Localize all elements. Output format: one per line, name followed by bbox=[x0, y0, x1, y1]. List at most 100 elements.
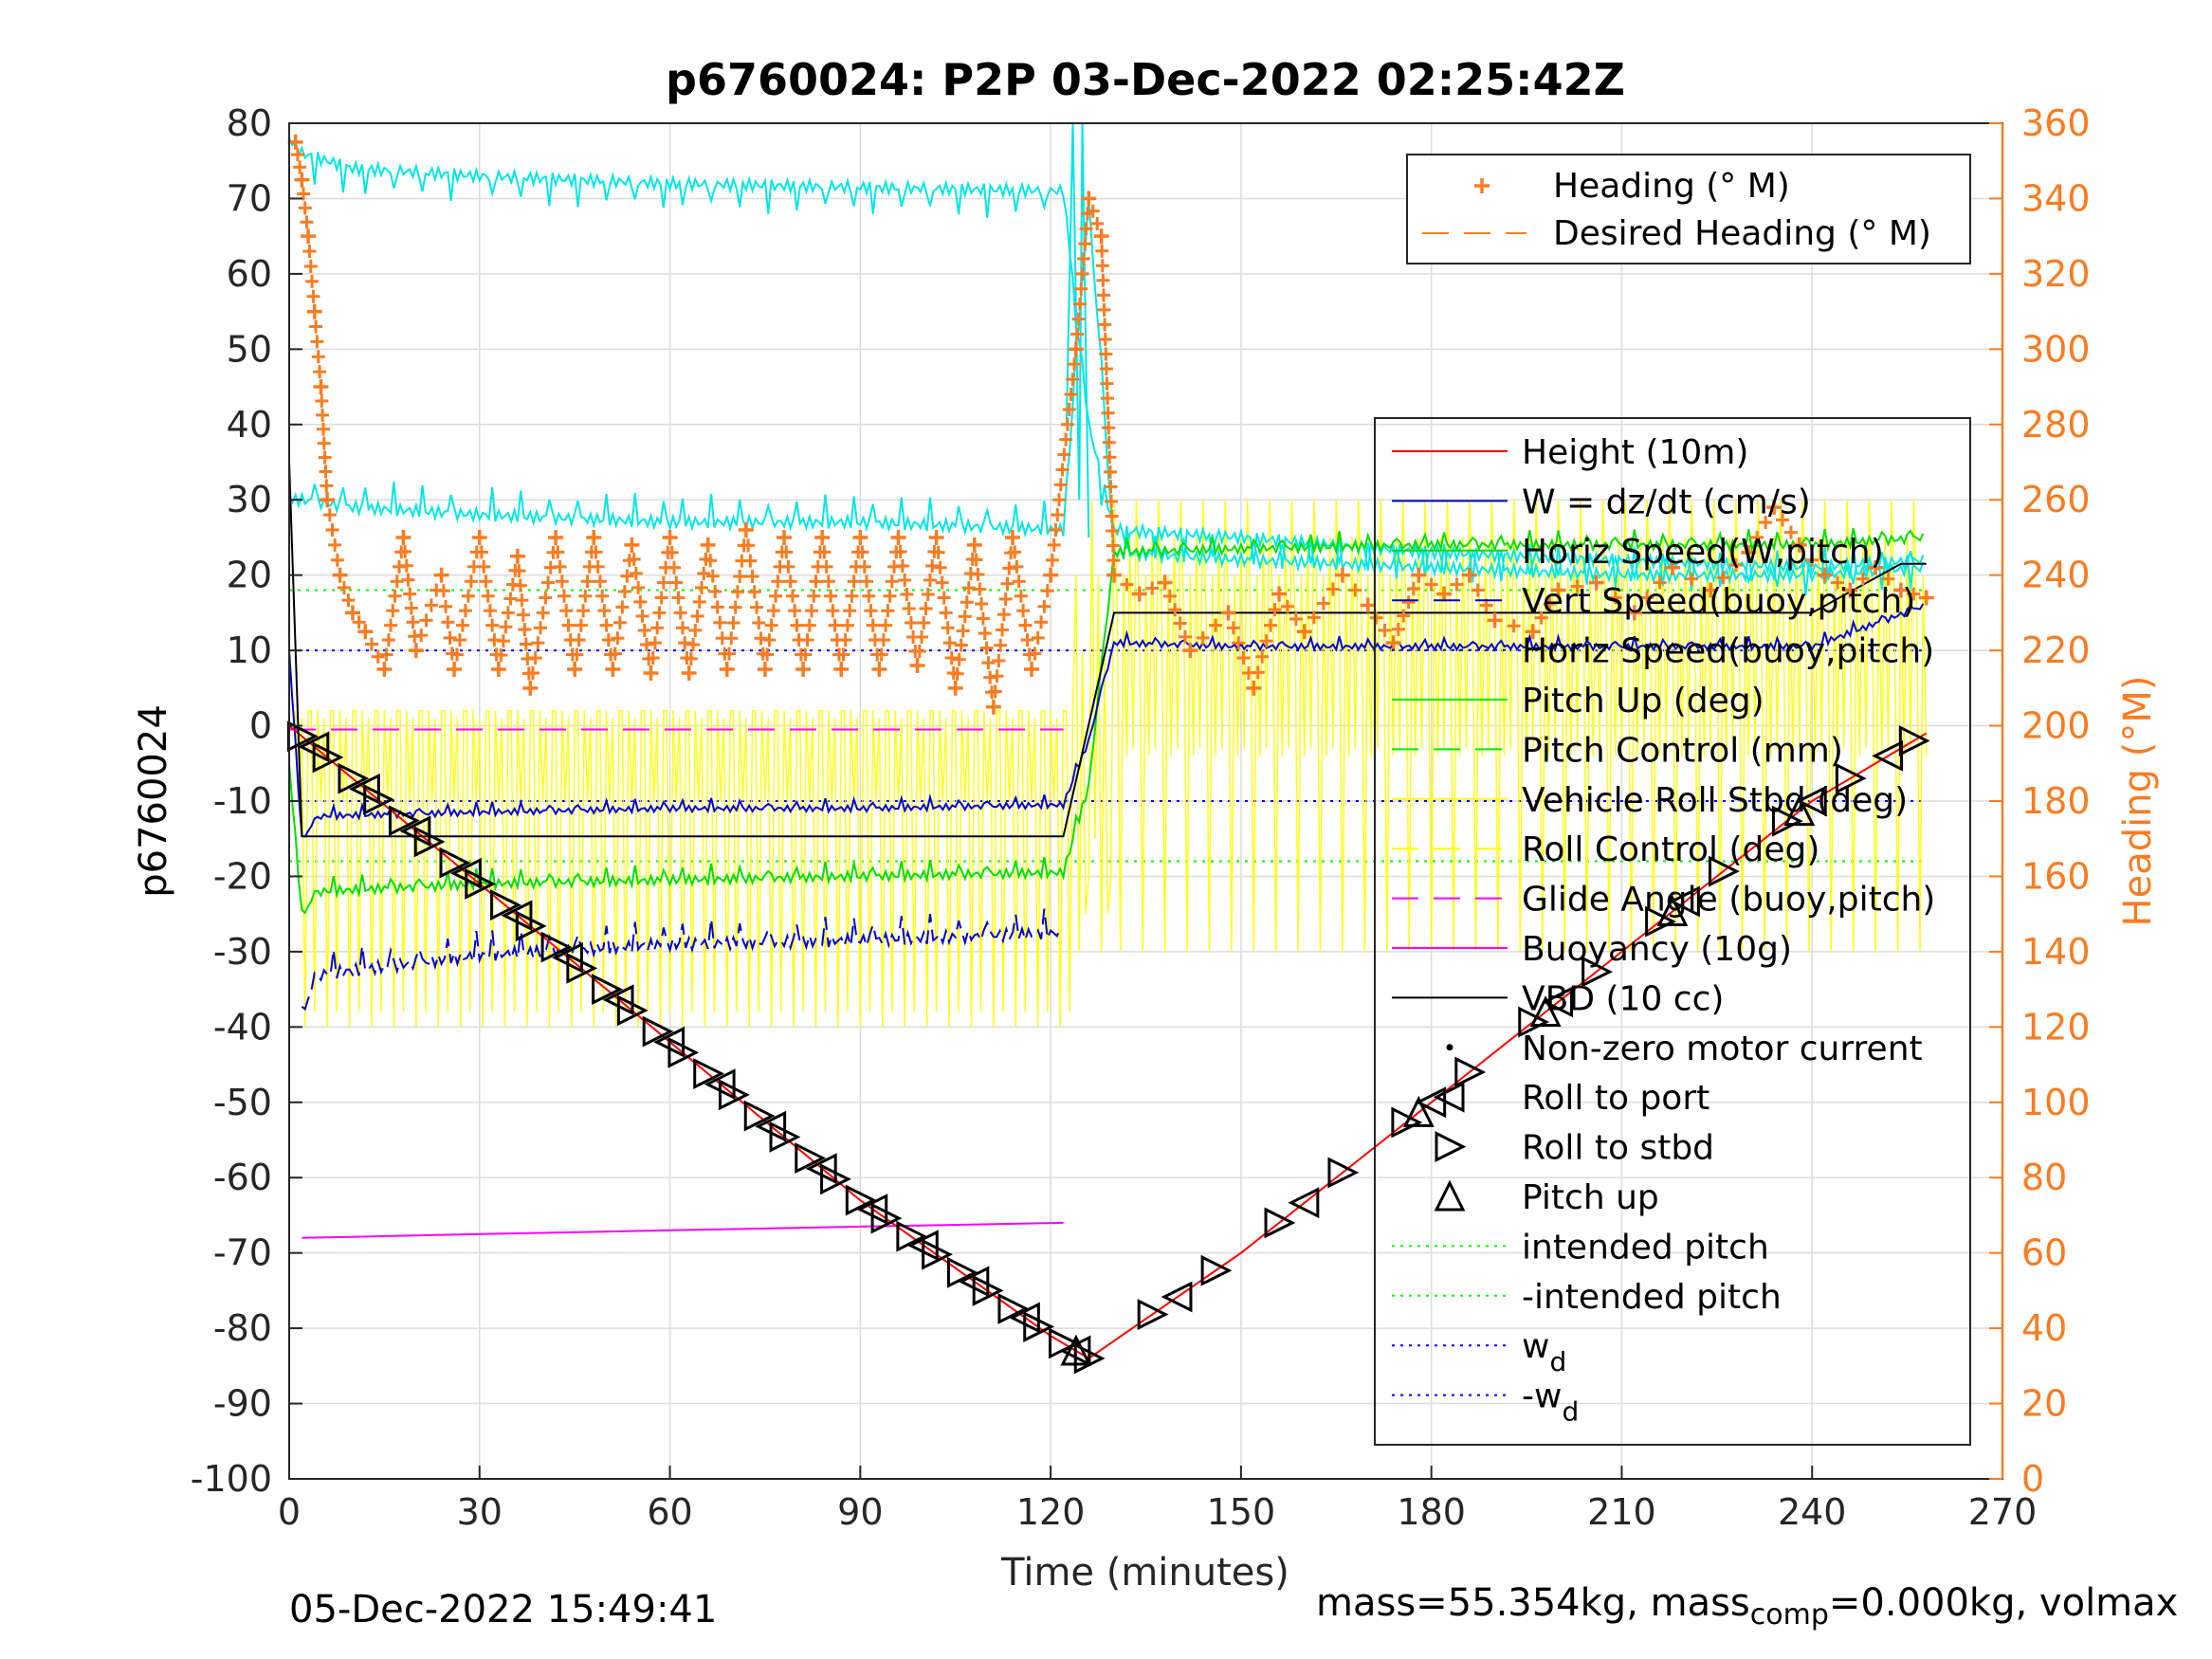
heading-point bbox=[802, 618, 816, 632]
heading-point bbox=[1259, 634, 1273, 648]
heading-point bbox=[941, 621, 955, 635]
heading-point bbox=[1053, 478, 1068, 492]
heading-point bbox=[338, 580, 352, 594]
heading-point bbox=[555, 574, 569, 589]
heading-point bbox=[1296, 624, 1312, 640]
series-vbd bbox=[288, 462, 1927, 838]
heading-point bbox=[1106, 538, 1120, 553]
y2-tick-label: 280 bbox=[2021, 404, 2091, 446]
heading-point bbox=[733, 569, 747, 583]
heading-point bbox=[956, 624, 970, 638]
heading-point bbox=[1653, 575, 1667, 590]
heading-point bbox=[909, 658, 925, 673]
heading-point bbox=[809, 574, 823, 589]
x-tick-label: 270 bbox=[1968, 1491, 2038, 1533]
heading-point bbox=[1842, 582, 1858, 598]
marker-roll-stbd bbox=[1518, 1006, 1550, 1038]
marker-roll-stbd bbox=[490, 889, 521, 921]
marker-roll-port bbox=[1872, 739, 1904, 772]
heading-point bbox=[513, 578, 527, 592]
heading-point bbox=[728, 600, 742, 614]
heading-point bbox=[403, 587, 417, 601]
heading-point bbox=[1102, 435, 1116, 449]
heading-point bbox=[925, 558, 940, 573]
heading-point bbox=[747, 585, 761, 599]
heading-point bbox=[969, 553, 983, 567]
y2-tick-label: 320 bbox=[2021, 253, 2091, 295]
heading-point bbox=[935, 575, 949, 590]
marker-roll-stbd bbox=[439, 847, 471, 879]
footer-mass: mass=55.354kg, masscomp=0.000kg, volmax bbox=[1316, 1581, 2178, 1632]
heading-point bbox=[1570, 579, 1584, 593]
heading-point bbox=[539, 591, 553, 605]
heading-point bbox=[293, 160, 307, 174]
heading-point bbox=[904, 615, 918, 629]
marker-roll-port bbox=[958, 1266, 990, 1298]
heading-point bbox=[1064, 388, 1078, 401]
y-tick-label: 40 bbox=[227, 404, 272, 446]
heading-point bbox=[950, 666, 964, 681]
marker-pitch-up bbox=[1060, 1334, 1092, 1366]
legend-label: intended pitch bbox=[1522, 1228, 1769, 1267]
x-tick-label: 30 bbox=[457, 1491, 503, 1533]
heading-point bbox=[1049, 523, 1063, 537]
x-tick-label: 0 bbox=[278, 1491, 301, 1533]
heading-point bbox=[586, 529, 602, 545]
heading-point bbox=[1226, 621, 1240, 635]
heading-point bbox=[750, 600, 764, 614]
series-vehicle-roll bbox=[294, 500, 1928, 1028]
heading-point bbox=[528, 651, 542, 665]
y2-tick-label: 0 bbox=[2021, 1458, 2044, 1500]
heading-point bbox=[399, 558, 413, 573]
heading-point bbox=[1037, 599, 1051, 613]
heading-point bbox=[923, 573, 937, 587]
marker-roll-stbd bbox=[1898, 725, 1930, 757]
marker-roll-port bbox=[906, 1230, 939, 1262]
heading-point bbox=[939, 606, 953, 620]
heading-point bbox=[931, 545, 945, 559]
heading-point bbox=[890, 529, 906, 545]
heading-point bbox=[439, 599, 453, 613]
heading-point bbox=[1012, 574, 1026, 589]
heading-point bbox=[1783, 525, 1798, 539]
marker-roll-port bbox=[1161, 1281, 1193, 1313]
y-tick-label: -100 bbox=[191, 1458, 272, 1500]
heading-point bbox=[1471, 583, 1485, 597]
y-tick-label: -80 bbox=[213, 1307, 272, 1349]
marker-roll-port bbox=[1542, 986, 1574, 1018]
heading-point bbox=[860, 574, 874, 589]
marker-roll-port bbox=[704, 1068, 736, 1101]
heading-point bbox=[309, 319, 323, 334]
heading-point bbox=[1817, 567, 1833, 583]
heading-point bbox=[960, 595, 974, 610]
heading-point bbox=[695, 580, 709, 594]
heading-point bbox=[499, 620, 513, 634]
marker-roll-stbd bbox=[642, 1015, 674, 1048]
heading-point bbox=[1062, 402, 1076, 416]
heading-point bbox=[313, 365, 327, 379]
legend-swatch-stbd bbox=[1435, 1131, 1467, 1163]
y-tick-label: -70 bbox=[213, 1232, 272, 1274]
heading-point bbox=[871, 661, 887, 677]
heading-point bbox=[441, 615, 455, 629]
marker-roll-stbd bbox=[1327, 1157, 1360, 1189]
x-tick-label: 90 bbox=[837, 1491, 883, 1533]
y-tick-label: -50 bbox=[213, 1082, 272, 1123]
heading-point bbox=[1703, 582, 1719, 598]
marker-pitch-up bbox=[1656, 895, 1689, 927]
heading-point bbox=[665, 545, 679, 559]
heading-point bbox=[501, 606, 515, 620]
heading-point bbox=[310, 335, 324, 349]
heading-point bbox=[559, 604, 574, 618]
legend-swatch-dot bbox=[1446, 1044, 1453, 1051]
heading-point bbox=[781, 559, 795, 574]
heading-point bbox=[1406, 581, 1420, 595]
heading-point bbox=[1255, 649, 1270, 664]
heading-point bbox=[1099, 362, 1113, 376]
heading-point bbox=[840, 618, 854, 632]
heading-point bbox=[992, 653, 1006, 667]
heading-point bbox=[1220, 605, 1236, 621]
heading-point bbox=[567, 661, 583, 677]
legend-swatch-up bbox=[1434, 1179, 1466, 1212]
x-axis-label: Time (minutes) bbox=[1000, 1551, 1289, 1595]
